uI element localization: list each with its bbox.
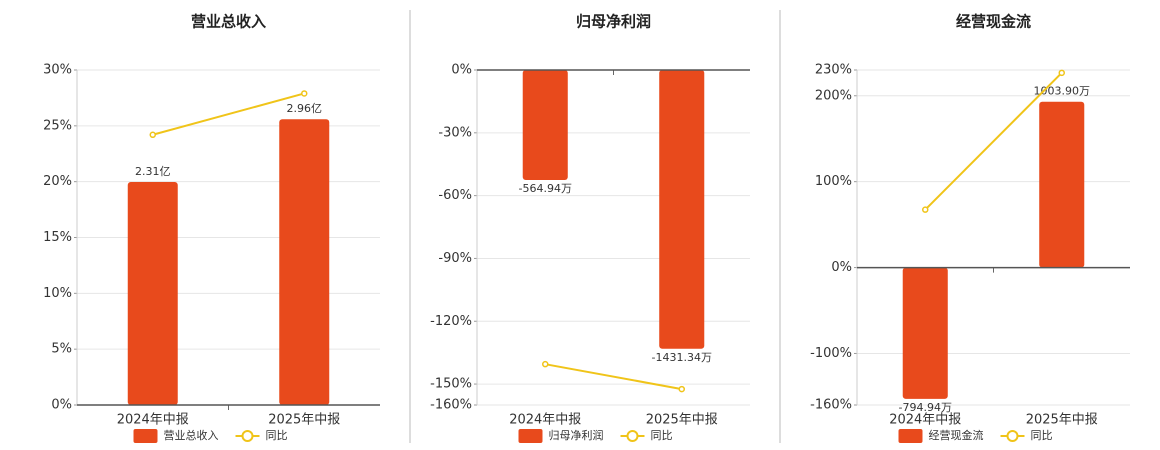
legend-label: 营业总收入 (164, 428, 219, 442)
chart-title: 经营现金流 (956, 13, 1031, 31)
y-tick-label: 230% (815, 63, 852, 78)
y-tick-label: 0% (51, 398, 72, 413)
legend-swatch (241, 430, 254, 442)
y-tick-label: 200% (815, 88, 852, 103)
value-label: 1003.90万 (1034, 85, 1091, 98)
chart-title: 归母净利润 (576, 13, 651, 31)
legend-label: 归母净利润 (549, 428, 604, 442)
line-point (301, 90, 308, 97)
line (545, 363, 682, 391)
y-tick-label: 100% (815, 174, 852, 189)
y-tick-label: 5% (51, 342, 72, 357)
x-tick-label: 2025年中报 (646, 413, 718, 428)
value-label: -794.94万 (899, 401, 952, 414)
y-tick-label: -150% (430, 377, 472, 392)
line-point (542, 360, 549, 368)
line-point (922, 206, 929, 213)
legend-swatch (133, 429, 158, 443)
legend-swatch (518, 429, 543, 443)
x-tick-label: 2024年中报 (509, 413, 581, 428)
bar (1039, 101, 1085, 268)
x-tick-label: 2024年中报 (889, 413, 961, 428)
value-label: -564.94万 (519, 182, 572, 195)
value-label: 2.31亿 (135, 165, 171, 178)
line (924, 72, 1063, 211)
line-point (149, 131, 156, 139)
x-tick-label: 2025年中报 (1026, 413, 1098, 428)
y-tick-label: 15% (43, 230, 72, 245)
legend-label: 同比 (1031, 429, 1053, 442)
y-tick-label: 0% (831, 260, 852, 275)
legend-swatch (1006, 430, 1019, 442)
bar (522, 70, 568, 181)
line-point (678, 385, 685, 393)
bar (127, 181, 178, 405)
y-tick-label: -30% (438, 125, 472, 140)
y-tick-label: 20% (43, 174, 72, 189)
legend-swatch (626, 430, 639, 442)
y-tick-label: 10% (43, 286, 72, 301)
legend-swatch (898, 429, 923, 443)
legend-label: 同比 (266, 429, 288, 442)
line-point (1058, 69, 1065, 77)
legend-label: 经营现金流 (929, 428, 984, 442)
y-tick-label: -120% (430, 314, 472, 329)
y-tick-label: -100% (810, 346, 852, 361)
y-tick-label: 30% (43, 63, 72, 78)
y-tick-label: 25% (43, 118, 72, 133)
y-tick-label: 0% (451, 63, 472, 78)
y-tick-label: -90% (438, 251, 472, 266)
y-tick-label: -60% (438, 188, 472, 203)
value-label: 2.96亿 (287, 102, 323, 115)
bar (659, 70, 705, 349)
x-tick-label: 2024年中报 (117, 413, 189, 428)
x-tick-label: 2025年中报 (268, 413, 340, 428)
y-tick-label: -160% (430, 398, 472, 413)
y-tick-label: -160% (810, 398, 852, 413)
legend-label: 同比 (651, 429, 673, 442)
chart-title: 营业总收入 (191, 13, 266, 31)
value-label: -1431.34万 (652, 351, 712, 364)
bar (902, 267, 948, 399)
bar (279, 119, 330, 405)
line (152, 92, 305, 136)
